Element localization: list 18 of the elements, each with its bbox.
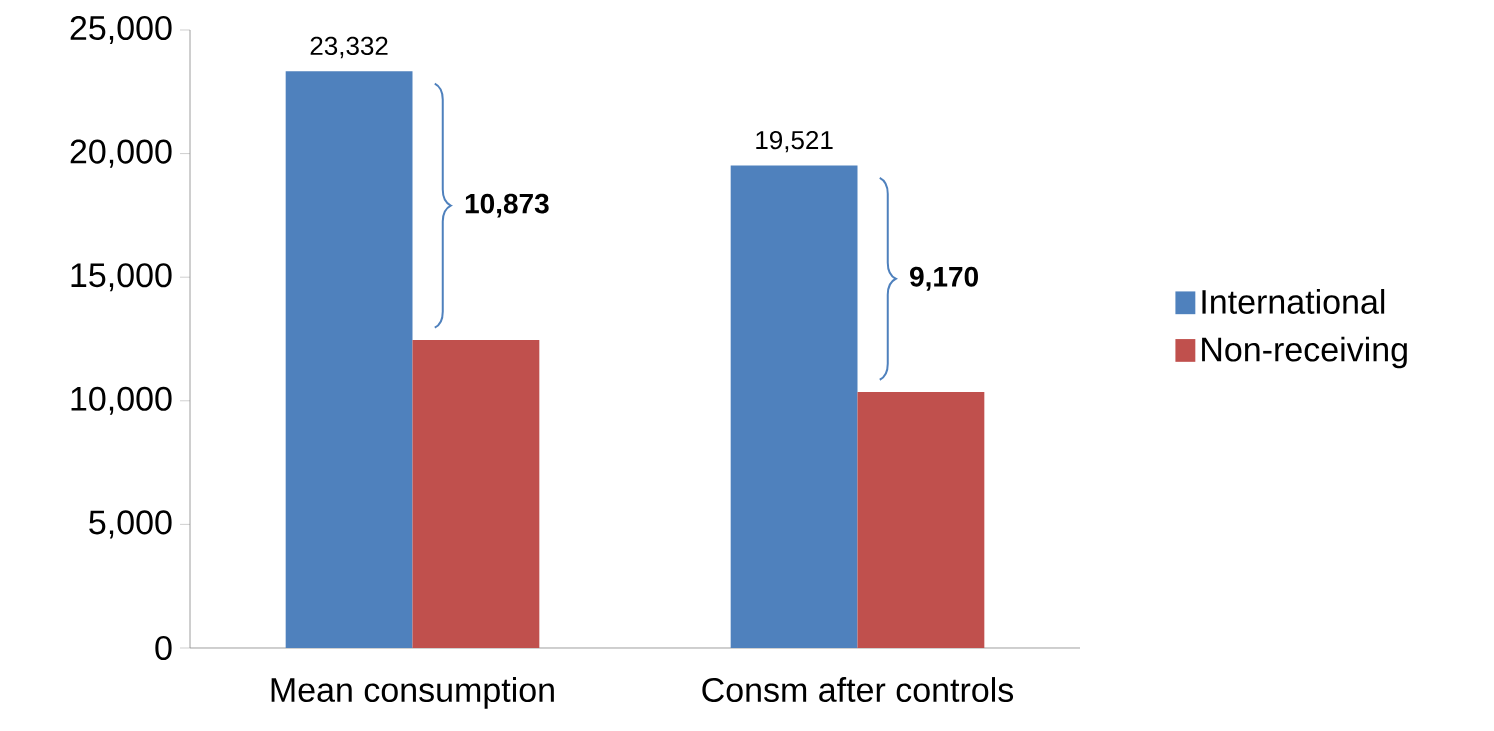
y-tick-label: 25,000 <box>70 15 172 45</box>
y-tick-label: 10,000 <box>71 386 172 415</box>
y-tick-label: 0 <box>155 635 172 661</box>
x-tick-label: Consm after controls <box>702 677 1014 703</box>
legend-label: International <box>1202 289 1385 314</box>
bar <box>412 340 540 648</box>
bar <box>857 392 985 648</box>
x-tick-label: Mean consumption <box>271 677 554 709</box>
bar <box>285 71 413 648</box>
data-label: 19,521 <box>756 130 833 153</box>
y-tick-label: 15,000 <box>71 263 172 292</box>
y-tick-label: 5,000 <box>89 510 172 539</box>
legend-label: Non-receiving <box>1202 336 1407 369</box>
bar <box>730 165 858 648</box>
data-label: 23,332 <box>310 36 388 59</box>
annotation: 9,170 <box>910 266 978 291</box>
y-tick-label: 20,000 <box>70 139 172 168</box>
annotation: 10,873 <box>465 193 549 218</box>
